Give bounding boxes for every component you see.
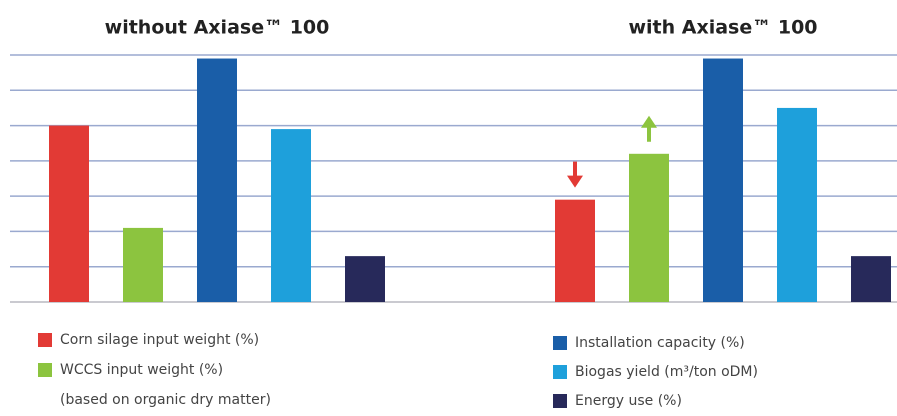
bar — [123, 227, 163, 302]
bar — [555, 199, 595, 302]
bar — [49, 125, 89, 302]
bar — [197, 58, 237, 303]
arrow-up — [641, 115, 657, 142]
legend-note: (based on organic dry matter) — [60, 392, 271, 408]
bar — [777, 107, 817, 302]
arrow-down — [567, 161, 583, 188]
legend-label: WCCS input weight (%) — [60, 362, 223, 378]
legend-label: Biogas yield (m³/ton oDM) — [575, 364, 758, 380]
legend-label: Installation capacity (%) — [575, 335, 745, 351]
legend-swatch — [553, 394, 567, 408]
legend-label: Energy use (%) — [575, 393, 682, 409]
bar — [851, 256, 891, 302]
legend-label: Corn silage input weight (%) — [60, 332, 259, 348]
bar — [703, 58, 743, 303]
bar — [629, 153, 669, 302]
bar — [345, 256, 385, 302]
group-title: with Axiase™ 100 — [628, 17, 817, 39]
legend-swatch — [553, 336, 567, 350]
legend-swatch — [38, 363, 52, 377]
bar — [271, 129, 311, 302]
legend-swatch — [38, 333, 52, 347]
group-title: without Axiase™ 100 — [105, 17, 330, 39]
legend-swatch — [553, 365, 567, 379]
